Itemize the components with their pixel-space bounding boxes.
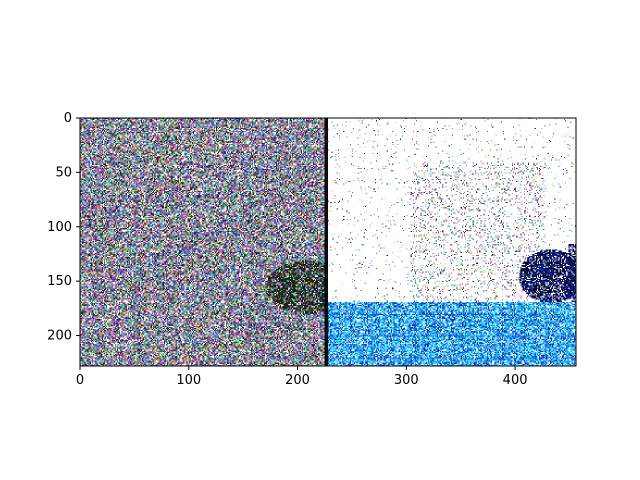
x-tick-label-4: 400 xyxy=(503,373,528,388)
axes-frame xyxy=(79,117,577,367)
y-tick-label-0: 0 xyxy=(64,111,72,126)
x-tick-label-0: 0 xyxy=(76,373,84,388)
y-tick-label-4: 200 xyxy=(47,329,72,344)
y-tick-label-1: 50 xyxy=(55,165,72,180)
image-area xyxy=(80,118,576,366)
image-raster xyxy=(80,118,576,366)
x-tick-label-3: 300 xyxy=(394,373,419,388)
y-tick-label-3: 150 xyxy=(47,274,72,289)
x-tick-label-2: 200 xyxy=(285,373,310,388)
y-tick-label-2: 100 xyxy=(47,220,72,235)
x-tick-label-1: 100 xyxy=(176,373,201,388)
